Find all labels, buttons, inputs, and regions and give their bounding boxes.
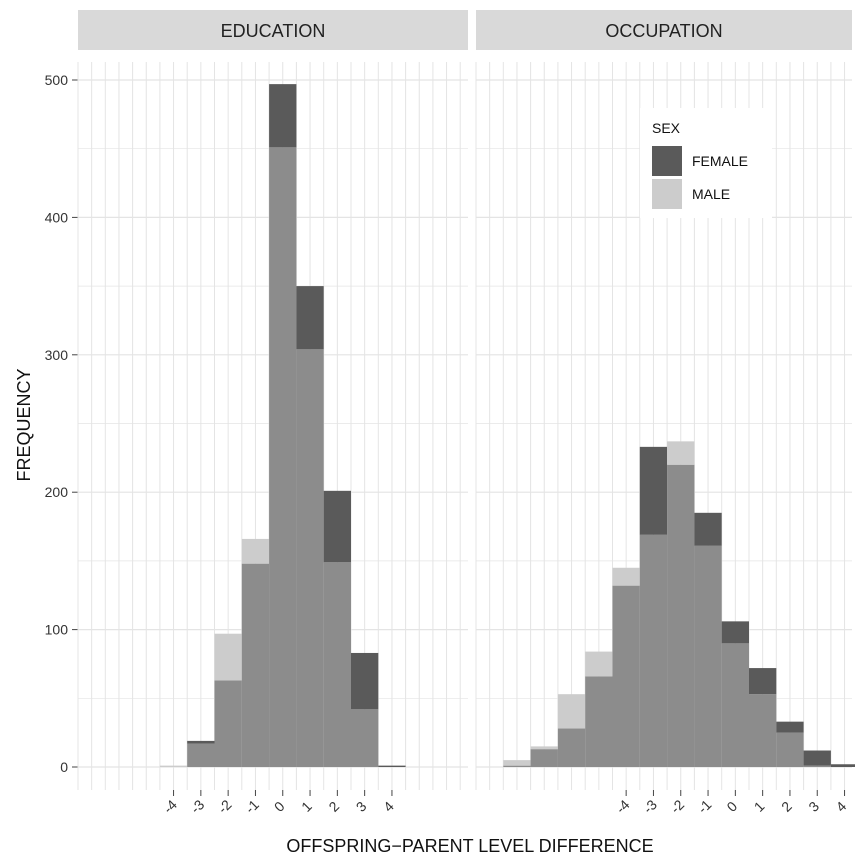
y-tick-label: 400 <box>45 209 69 225</box>
bar-female-excess <box>694 512 722 546</box>
x-tick-label: 4 <box>380 798 397 815</box>
facet-strip <box>476 10 852 50</box>
y-axis-title: FREQUENCY <box>14 368 34 481</box>
bar-male-excess <box>214 633 242 681</box>
facet-strip-title: EDUCATION <box>221 21 326 41</box>
bar-female-excess <box>269 84 297 148</box>
legend-label: MALE <box>692 186 730 202</box>
x-tick-label: -2 <box>667 796 687 816</box>
y-tick-label: 300 <box>45 347 69 363</box>
bar-overlap <box>241 563 270 767</box>
x-tick-label: 2 <box>325 798 342 815</box>
bar-female-excess <box>639 446 668 535</box>
bar-overlap <box>694 545 722 767</box>
bar-male-excess <box>159 765 188 767</box>
x-tick-label: 1 <box>298 798 315 815</box>
bar-overlap <box>269 147 297 768</box>
bar-female-excess <box>351 652 379 710</box>
bar-female-excess <box>830 764 855 767</box>
bar-female-excess <box>776 721 804 733</box>
facet-strip-title: OCCUPATION <box>605 21 722 41</box>
bar-overlap <box>585 676 613 767</box>
x-tick-label: -4 <box>160 796 180 816</box>
bar-overlap <box>667 464 695 767</box>
y-tick-label: 0 <box>60 759 68 775</box>
x-tick-label: 3 <box>805 798 822 815</box>
bar-overlap <box>187 743 215 767</box>
bar-overlap <box>296 349 324 767</box>
bar-overlap <box>530 749 558 767</box>
y-tick-label: 200 <box>45 484 69 500</box>
bar-overlap <box>612 585 640 767</box>
legend-label: FEMALE <box>692 153 748 169</box>
x-tick-label: -3 <box>640 796 660 816</box>
bar-overlap <box>803 765 831 767</box>
legend-key-female <box>652 146 682 176</box>
bar-male-excess <box>503 760 531 766</box>
bar-overlap <box>503 765 531 767</box>
x-tick-label: -1 <box>242 796 262 816</box>
bar-male-excess <box>557 694 586 729</box>
x-tick-label: -4 <box>613 796 633 816</box>
x-tick-label: 1 <box>751 798 768 815</box>
bar-female-excess <box>323 490 351 563</box>
bar-overlap <box>721 643 749 767</box>
x-tick-label: 0 <box>271 798 288 815</box>
bar-female-excess <box>378 765 406 767</box>
bar-male-excess <box>585 651 613 677</box>
y-tick-label: 100 <box>45 622 69 638</box>
bar-overlap <box>749 694 777 767</box>
bar-male-excess <box>612 567 640 586</box>
x-tick-label: 3 <box>353 798 370 815</box>
bar-male-excess <box>241 538 270 564</box>
legend-key-male <box>652 179 682 209</box>
x-axis-title: OFFSPRING−PARENT LEVEL DIFFERENCE <box>286 836 653 855</box>
x-tick-label: -1 <box>694 796 714 816</box>
bar-male-excess <box>530 746 558 750</box>
y-tick-label: 500 <box>45 72 69 88</box>
bar-overlap <box>557 728 586 767</box>
bar-overlap <box>351 709 379 767</box>
x-tick-label: -2 <box>215 796 235 816</box>
bar-female-excess <box>749 668 777 695</box>
x-tick-label: -3 <box>187 796 207 816</box>
bar-overlap <box>323 562 351 767</box>
bar-male-excess <box>667 441 695 465</box>
x-tick-label: 2 <box>778 798 795 815</box>
facet-strip <box>78 10 468 50</box>
bar-female-excess <box>803 750 831 766</box>
bar-overlap <box>214 680 242 767</box>
bar-overlap <box>639 534 668 767</box>
x-tick-label: 4 <box>833 798 850 815</box>
bar-overlap <box>776 732 804 767</box>
legend-title: SEX <box>652 120 681 136</box>
bar-female-excess <box>187 740 215 744</box>
bar-female-excess <box>721 621 749 644</box>
bar-female-excess <box>296 286 324 350</box>
x-tick-label: 0 <box>723 798 740 815</box>
